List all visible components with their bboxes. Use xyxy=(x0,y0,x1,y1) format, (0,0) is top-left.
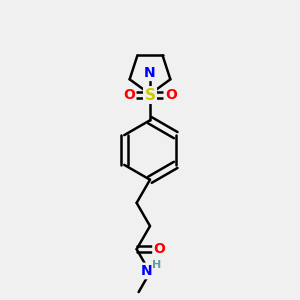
Text: O: O xyxy=(165,88,177,102)
Text: S: S xyxy=(145,88,155,103)
Text: H: H xyxy=(152,260,161,270)
Text: N: N xyxy=(144,66,156,80)
Text: O: O xyxy=(123,88,135,102)
Text: O: O xyxy=(154,242,165,256)
Text: N: N xyxy=(141,264,152,278)
